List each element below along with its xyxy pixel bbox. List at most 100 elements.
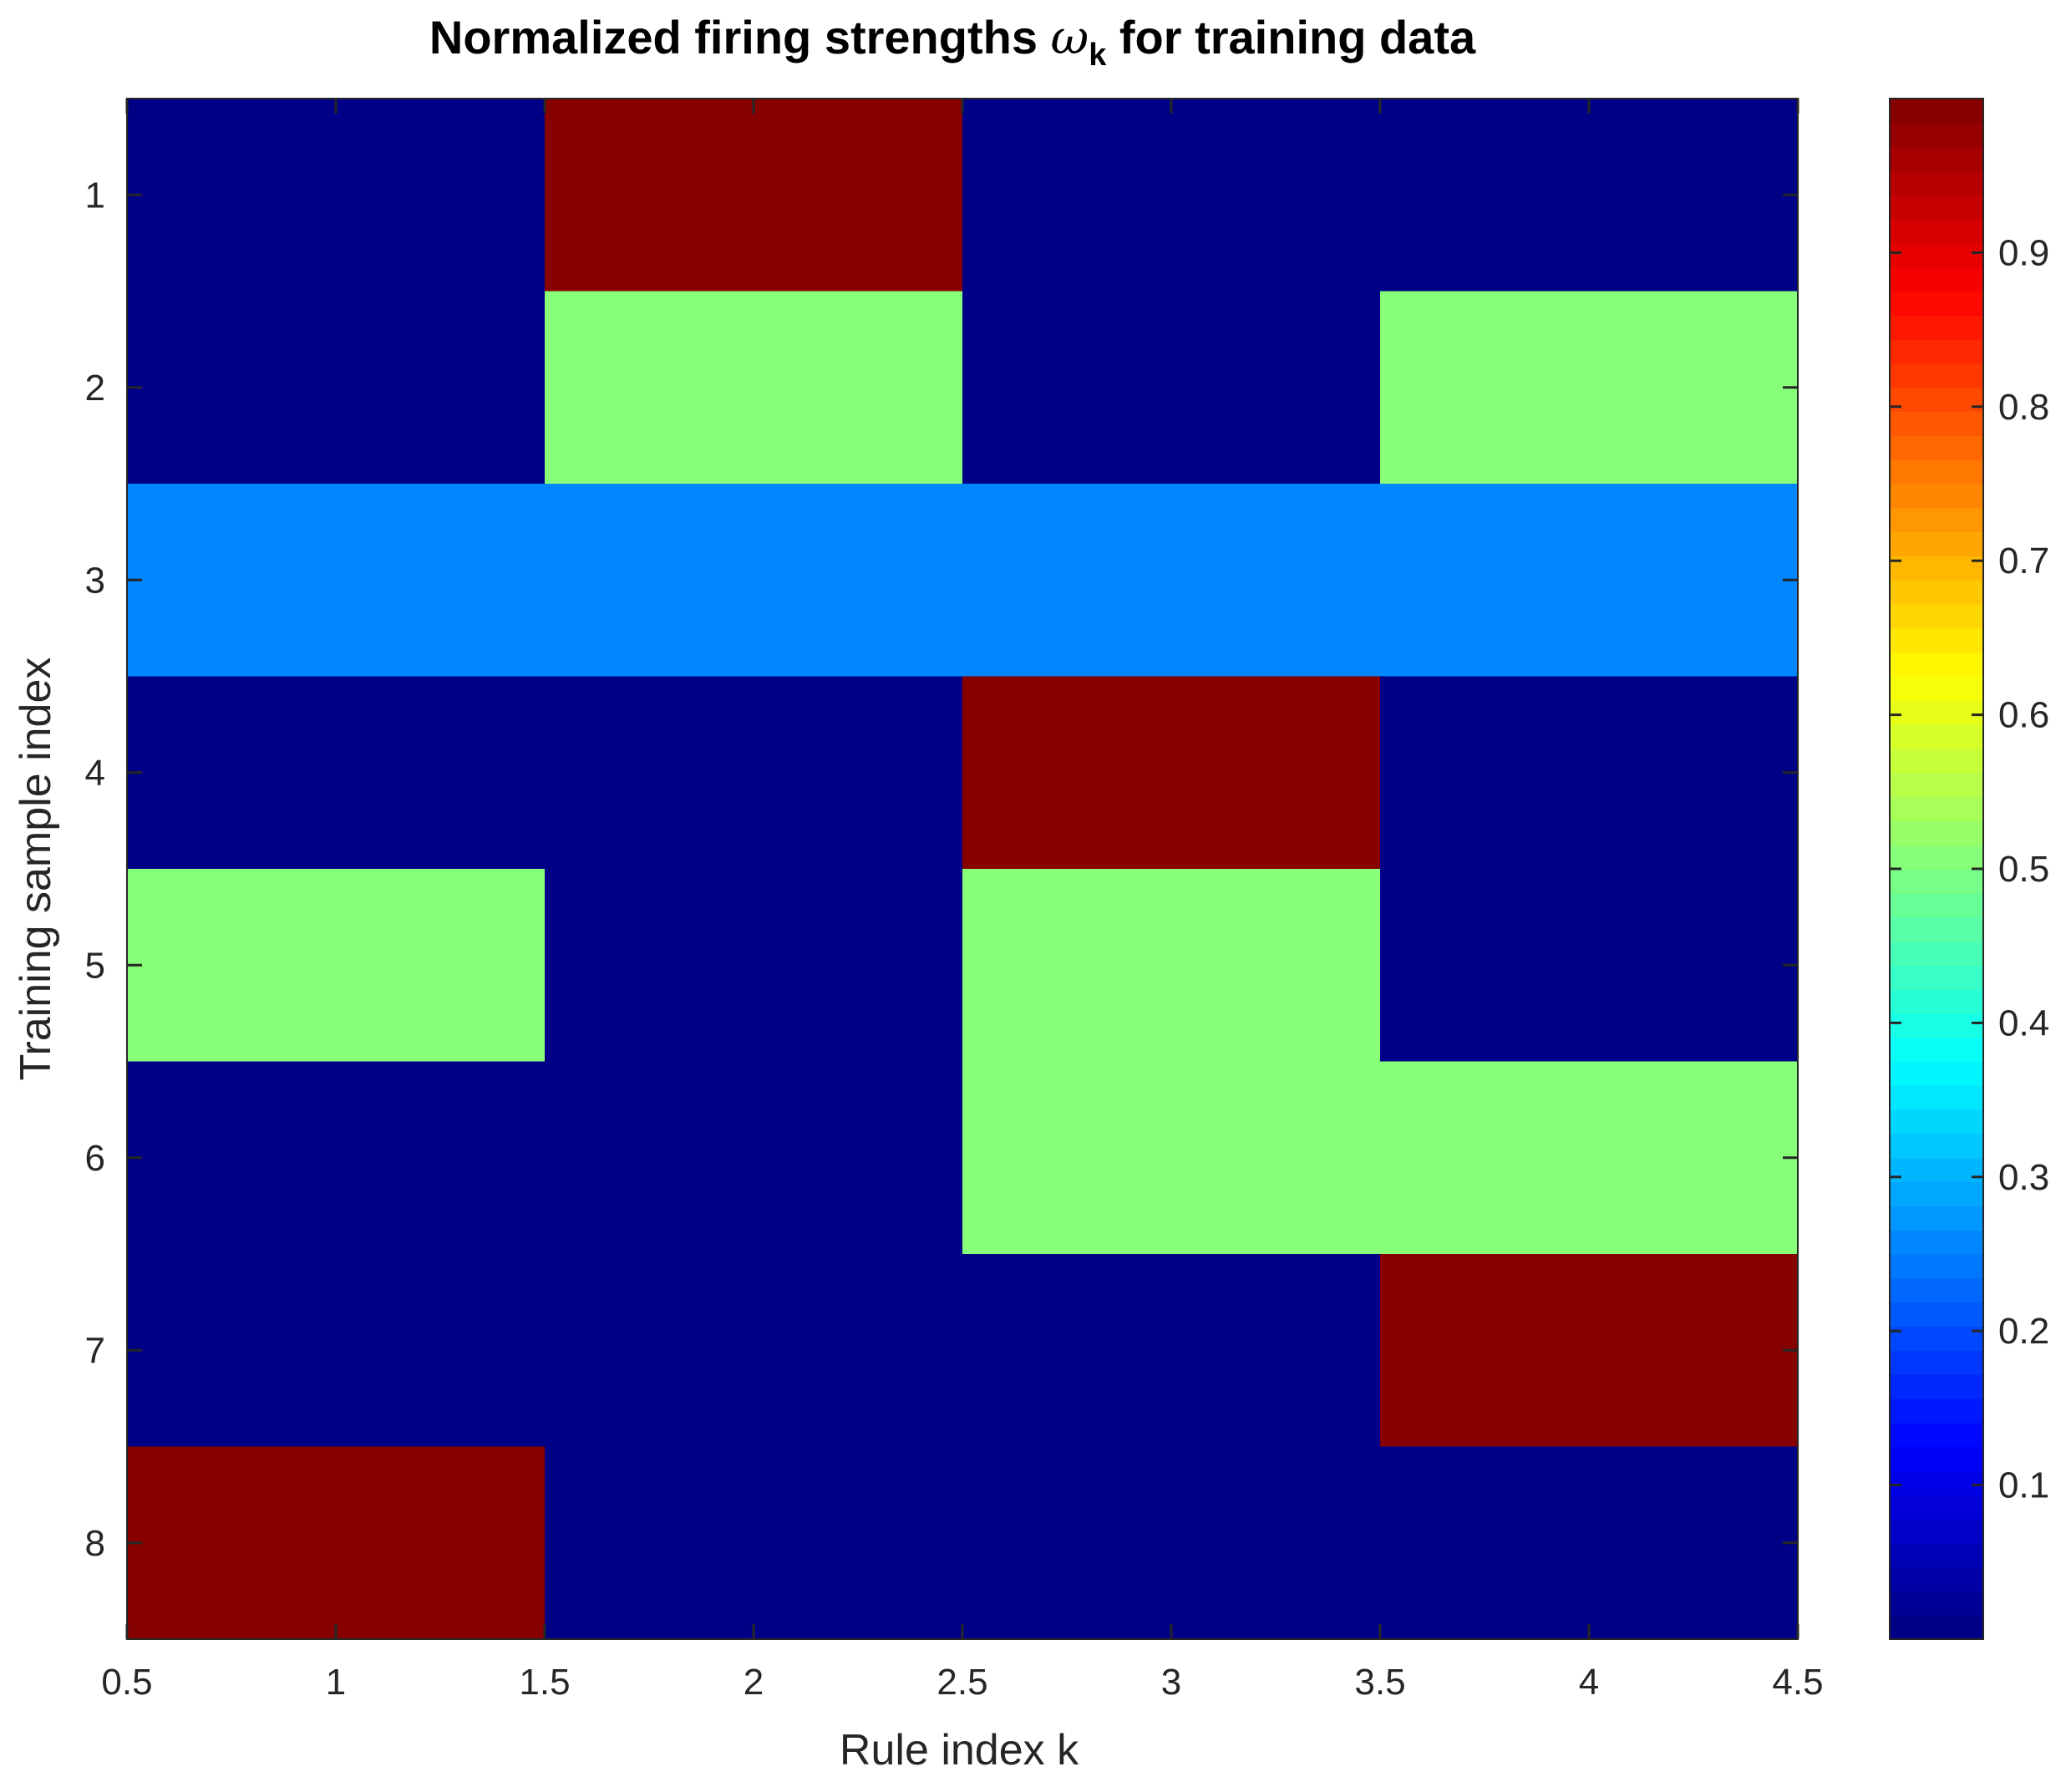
y-tick-label: 5: [85, 945, 105, 986]
colorbar-swatch: [1890, 1495, 1983, 1520]
heatmap-cell-r2-c1: [127, 291, 545, 484]
colorbar-swatch: [1890, 604, 1983, 629]
colorbar-swatch: [1890, 1061, 1983, 1086]
colorbar: 0.1 0.2 0.3 0.4 0.5 0.6 0.7 0.8 0.9: [1889, 98, 2049, 1640]
x-axis-ticks: 0.5 1 1.5 2 2.5 3 3.5 4 4.5: [101, 99, 1824, 1703]
heatmap-cell-r1-c4: [1380, 99, 1798, 292]
heatmap-cell-r3-c1: [127, 484, 545, 677]
colorbar-tick-label: 0.1: [1998, 1465, 2049, 1506]
colorbar-swatch: [1890, 484, 1983, 509]
colorbar-swatch: [1890, 242, 1983, 268]
colorbar-swatch: [1890, 796, 1983, 821]
x-tick-label: 0.5: [101, 1662, 152, 1703]
heatmap-cell-r7-c3: [962, 1254, 1380, 1447]
colorbar-swatch: [1890, 556, 1983, 581]
colorbar-swatch: [1890, 869, 1983, 894]
colorbar-swatch: [1890, 195, 1983, 220]
colorbar-swatch: [1890, 1206, 1983, 1231]
heatmap-cell-r8-c4: [1380, 1446, 1798, 1639]
heatmap-cell-r5-c4: [1380, 869, 1798, 1062]
chart-title-suffix: for training data: [1106, 11, 1476, 63]
x-tick-label: 1.5: [519, 1662, 570, 1703]
colorbar-swatch: [1890, 820, 1983, 845]
heatmap-cell-r2-c4: [1380, 291, 1798, 484]
chart-title-prefix: Normalized firing strengths: [429, 11, 1051, 63]
colorbar-swatch: [1890, 1109, 1983, 1135]
colorbar-swatch: [1890, 146, 1983, 172]
colorbar-swatch: [1890, 1398, 1983, 1424]
heatmap-cell-r7-c4: [1380, 1254, 1798, 1447]
colorbar-swatch: [1890, 339, 1983, 364]
colorbar-tick-label: 0.8: [1998, 387, 2049, 428]
colorbar-swatch: [1890, 1518, 1983, 1544]
x-tick-label: 1: [326, 1662, 346, 1703]
heatmap-cell-r8-c1: [127, 1446, 545, 1639]
heatmap-cell-r4-c3: [962, 676, 1380, 869]
y-tick-label: 1: [85, 175, 105, 216]
colorbar-swatch: [1890, 1037, 1983, 1063]
colorbar-swatch: [1890, 1615, 1983, 1640]
x-tick-label: 3: [1161, 1662, 1181, 1703]
y-axis-label: Training sample index: [12, 657, 60, 1081]
colorbar-swatch: [1890, 1446, 1983, 1471]
heatmap-cell-r7-c1: [127, 1254, 545, 1447]
colorbar-swatch: [1890, 724, 1983, 749]
colorbar-swatch: [1890, 170, 1983, 195]
x-tick-label: 4.5: [1772, 1662, 1823, 1703]
colorbar-swatch: [1890, 1542, 1983, 1568]
heatmap-cell-r5-c3: [962, 869, 1380, 1062]
colorbar-swatch: [1890, 1470, 1983, 1495]
colorbar-tick-label: 0.6: [1998, 695, 2049, 736]
heatmap-cell-r6-c2: [545, 1061, 962, 1254]
chart-title-symbol: ω: [1051, 11, 1089, 65]
colorbar-swatch: [1890, 1230, 1983, 1255]
colorbar-swatch: [1890, 411, 1983, 436]
colorbar-swatch: [1890, 1326, 1983, 1351]
colorbar-swatch: [1890, 435, 1983, 460]
heatmap-cell-r3-c3: [962, 484, 1380, 677]
colorbar-swatch: [1890, 1013, 1983, 1038]
colorbar-swatch: [1890, 1374, 1983, 1399]
colorbar-tick-label: 0.9: [1998, 232, 2049, 273]
colorbar-swatch: [1890, 1302, 1983, 1328]
heatmap-cell-r6-c3: [962, 1061, 1380, 1254]
colorbar-swatch: [1890, 507, 1983, 533]
y-tick-label: 6: [85, 1138, 105, 1179]
heatmap-cell-r3-c4: [1380, 484, 1798, 677]
colorbar-swatch: [1890, 1591, 1983, 1616]
heatmap-cell-r8-c2: [545, 1446, 962, 1639]
heatmap-cell-r4-c2: [545, 676, 962, 869]
colorbar-swatch: [1890, 916, 1983, 942]
colorbar-swatch: [1890, 652, 1983, 678]
heatmap-cells: [127, 99, 1798, 1639]
colorbar-tick-label: 0.3: [1998, 1157, 2049, 1198]
heatmap-cell-r1-c2: [545, 99, 962, 292]
heatmap-cell-r8-c3: [962, 1446, 1380, 1639]
colorbar-swatch: [1890, 700, 1983, 725]
x-tick-label: 2.5: [937, 1662, 987, 1703]
colorbar-swatch: [1890, 1181, 1983, 1206]
colorbar-tick-label: 0.4: [1998, 1003, 2049, 1043]
y-tick-label: 7: [85, 1330, 105, 1371]
y-tick-label: 3: [85, 560, 105, 601]
colorbar-swatch: [1890, 267, 1983, 292]
colorbar-swatch: [1890, 627, 1983, 653]
colorbar-swatch: [1890, 1254, 1983, 1279]
heatmap-cell-r3-c2: [545, 484, 962, 677]
heatmap-cell-r6-c4: [1380, 1061, 1798, 1254]
colorbar-swatch: [1890, 219, 1983, 244]
heatmap-cell-r1-c1: [127, 99, 545, 292]
colorbar-swatch: [1890, 315, 1983, 340]
colorbar-swatch: [1890, 1157, 1983, 1183]
colorbar-swatch: [1890, 291, 1983, 316]
colorbar-swatch: [1890, 531, 1983, 557]
colorbar-swatch: [1890, 1277, 1983, 1303]
colorbar-swatch: [1890, 892, 1983, 918]
x-tick-label: 3.5: [1354, 1662, 1405, 1703]
colorbar-swatch: [1890, 676, 1983, 701]
colorbar-tick-label: 0.2: [1998, 1311, 2049, 1352]
heatmap-cell-r6-c1: [127, 1061, 545, 1254]
colorbar-swatch: [1890, 1422, 1983, 1448]
